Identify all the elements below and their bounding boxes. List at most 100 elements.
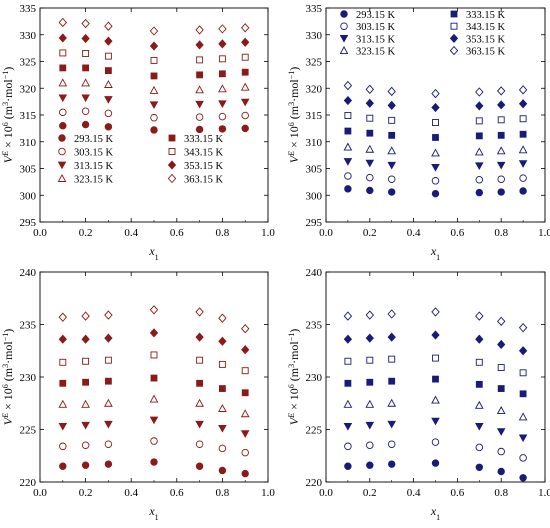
data-point [58,399,68,408]
data-point [344,185,352,193]
y-tick-label: 335 [20,3,37,15]
y-tick-label: 295 [306,217,323,229]
legend-label: 313.15 K [74,161,114,172]
y-tick-label: 300 [20,190,37,202]
data-point [240,324,250,334]
y-tick-label: 335 [306,3,323,15]
legend-item: 343.15 K [450,22,506,33]
series-34315 [59,49,249,64]
data-point [150,56,158,64]
data-point [150,126,158,134]
legend-marker [167,160,177,170]
data-point [475,162,484,171]
data-point [104,79,113,88]
data-point [82,50,90,57]
data-point [241,37,250,47]
data-point [218,125,227,133]
data-point [365,144,375,153]
x-tick-label: 0.8 [216,487,230,499]
data-point [240,98,250,107]
data-point [496,146,506,155]
data-point [149,26,159,36]
y-tick-label: 225 [20,425,37,437]
x-tick-label: 1.0 [538,487,550,499]
data-point [475,334,484,344]
data-point [475,87,484,97]
data-point [81,311,90,321]
legend-marker [450,10,458,18]
data-point [344,112,352,119]
y-tick-label: 240 [20,267,37,279]
data-point [519,369,527,377]
legend-item: 333.15 K [450,10,506,21]
x-tick-label: 0.8 [494,227,508,239]
data-point [496,161,506,170]
data-point [240,409,250,418]
data-point [241,111,249,120]
data-point [387,440,396,448]
data-point [519,187,527,195]
data-point [344,442,352,451]
legend: 293.15 K 303.15 K 313.15 K 323.15 K 333.15 K… [57,134,224,186]
series-29315 [59,120,249,134]
data-point [104,398,113,407]
data-point [497,364,505,371]
data-point [82,378,89,386]
data-point [475,311,484,321]
data-point [343,311,353,321]
legend-marker [340,10,348,18]
data-point [218,425,227,433]
data-point [365,310,375,320]
legend-marker [339,46,349,55]
y-tick-label: 235 [20,320,37,332]
data-point [218,112,227,121]
legend-marker [168,134,176,142]
legend-label: 303.15 K [356,22,396,33]
data-point [519,130,527,138]
data-point [387,398,397,407]
data-point [81,399,90,408]
y-tick-label: 310 [306,137,323,149]
data-point [195,125,204,134]
data-point [343,422,353,431]
series-32315 [58,394,250,418]
legend-label: 303.15 K [74,148,114,159]
series-30315 [59,107,249,122]
data-point [81,334,90,344]
data-point [58,94,68,103]
data-point [149,85,159,94]
data-point [344,172,352,180]
data-point [218,336,227,346]
data-point [432,354,439,362]
data-point [59,442,67,451]
data-point [366,129,374,137]
panel-top-right: 0.0 0.2 0.4 0.6 0.8 1.0 295 300 305 310 315 320 325 3… [287,3,550,262]
series-36315 [58,305,250,334]
data-point [475,358,483,366]
y-axis-label: VE × 106 (m3·mol−1) [1,329,16,426]
y-tick-label: 220 [306,477,323,489]
data-point [431,177,440,185]
x-tick-label: 0.6 [451,227,465,239]
x-axis-label: x1 [148,504,158,522]
data-point [81,18,90,29]
y-tick-label: 225 [306,425,323,437]
data-point [497,447,505,456]
x-tick-label: 0.6 [170,487,184,499]
data-point [474,400,484,409]
data-point [497,175,505,183]
data-point [149,41,159,51]
x-axis-label: x1 [430,244,440,262]
data-point [105,67,112,74]
data-point [519,454,527,462]
data-point [475,101,484,111]
data-point [149,328,159,338]
x-tick-label: 1.0 [538,227,550,239]
x-tick-label: 0.2 [363,487,377,499]
series-31315 [58,94,250,110]
data-point [81,120,90,129]
data-point [497,339,506,350]
data-point [431,88,440,99]
data-point [58,17,68,28]
data-point [475,117,483,125]
